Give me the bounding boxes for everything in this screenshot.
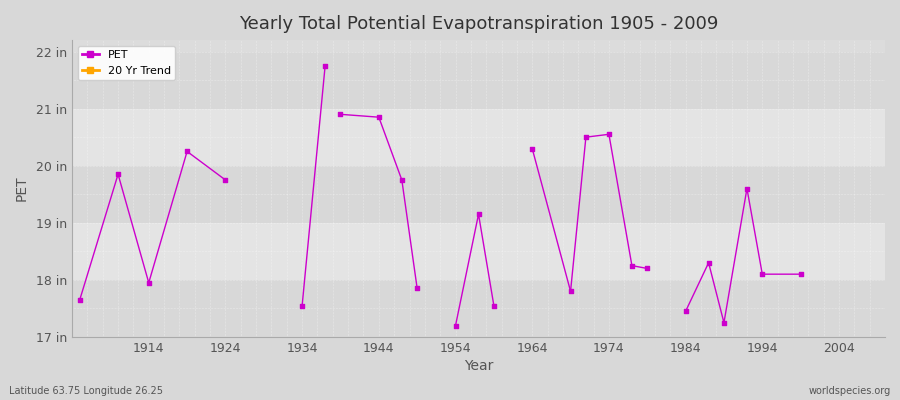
Text: worldspecies.org: worldspecies.org (809, 386, 891, 396)
Point (525, 145, 539, 152)
Point (579, 134, 593, 140)
Point (295, 302, 310, 309)
Point (141, 280, 156, 286)
Bar (72, 223, 885, 280)
Point (111, 171, 125, 178)
Point (318, 63, 332, 69)
Point (218, 177, 232, 183)
Text: Latitude 63.75 Longitude 26.25: Latitude 63.75 Longitude 26.25 (9, 386, 163, 396)
Point (73, 297, 87, 303)
Point (755, 271, 770, 277)
Point (679, 308, 693, 314)
Point (394, 177, 409, 183)
Point (794, 271, 808, 277)
Point (333, 111, 347, 118)
Point (180, 148, 194, 155)
Point (472, 211, 486, 218)
Point (701, 260, 716, 266)
Point (640, 265, 654, 272)
Bar (72, 52, 885, 109)
Point (563, 288, 578, 294)
Point (487, 302, 501, 309)
Point (740, 185, 754, 192)
Point (602, 131, 616, 138)
Point (410, 285, 425, 292)
Y-axis label: PET: PET (15, 176, 29, 201)
Point (625, 262, 639, 269)
Bar (72, 166, 885, 223)
Title: Yearly Total Potential Evapotranspiration 1905 - 2009: Yearly Total Potential Evapotranspiratio… (238, 15, 718, 33)
Point (372, 114, 386, 120)
Legend: PET, 20 Yr Trend: PET, 20 Yr Trend (77, 46, 176, 80)
Point (448, 322, 463, 329)
Bar (72, 280, 885, 337)
Point (716, 320, 731, 326)
Bar (72, 109, 885, 166)
X-axis label: Year: Year (464, 359, 493, 373)
